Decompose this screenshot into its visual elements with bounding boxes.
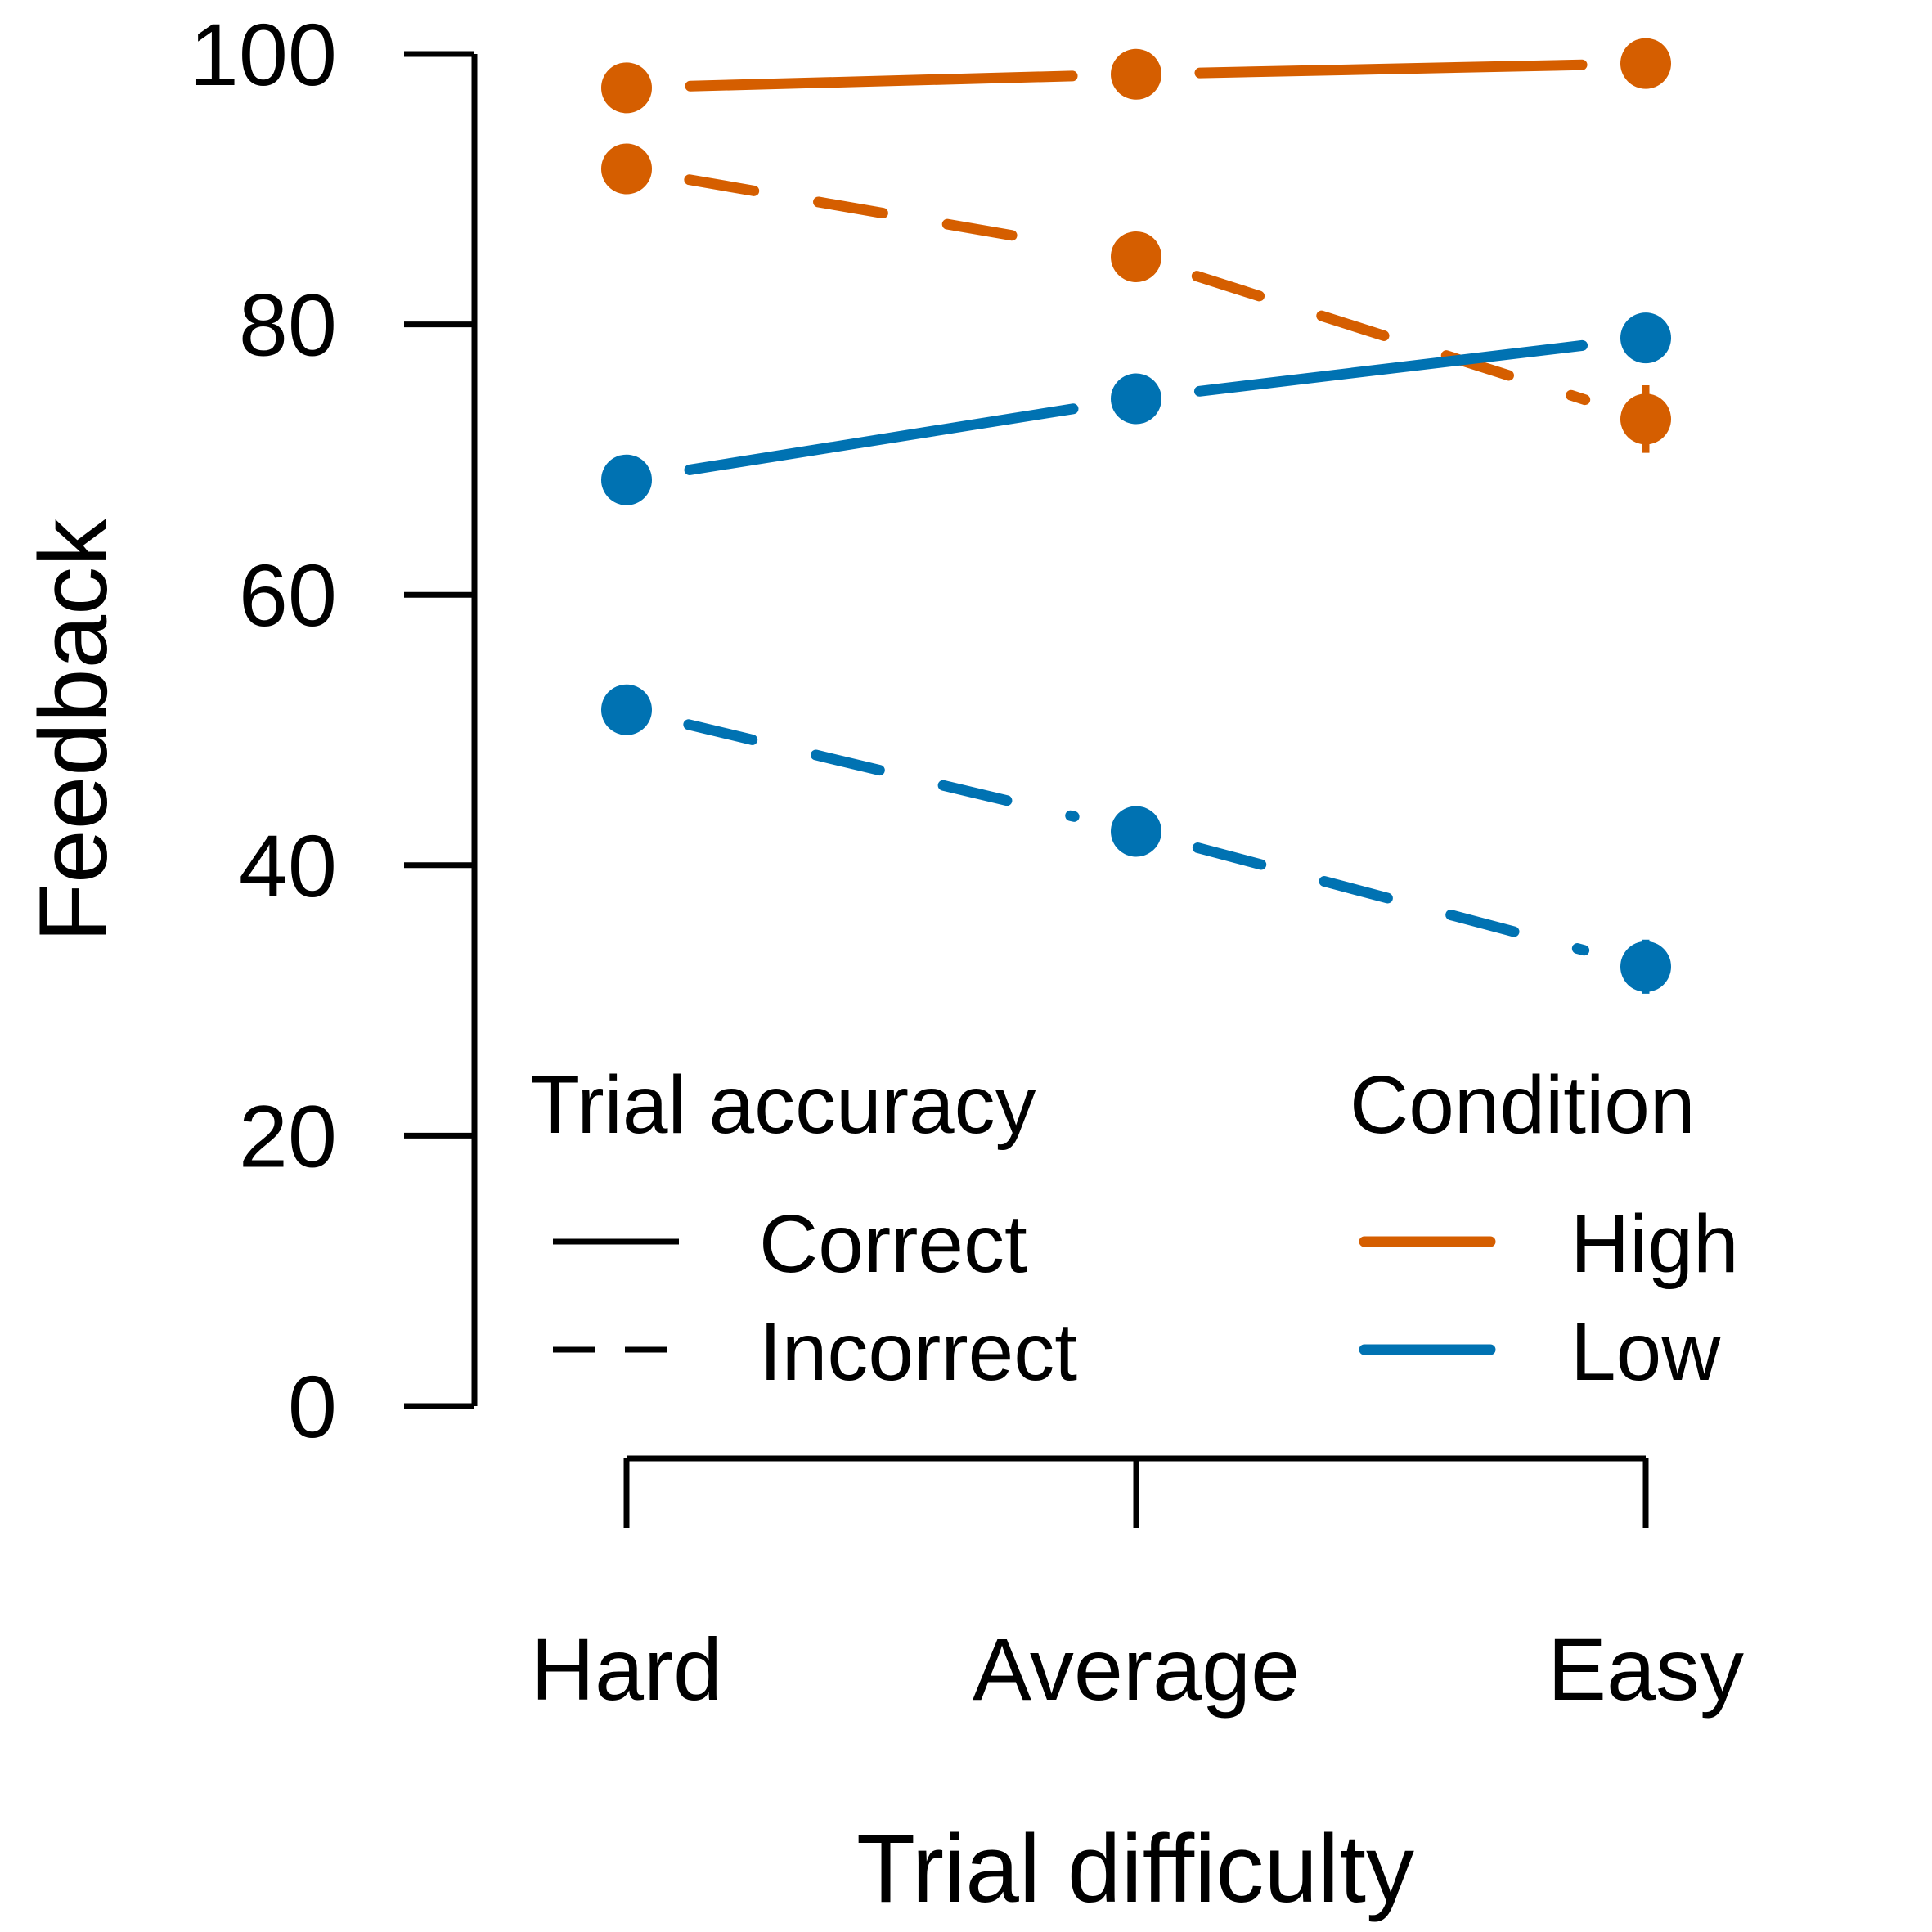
- series-line-segment: [1192, 842, 1590, 956]
- series-line-segment: [683, 719, 1080, 822]
- series-low-correct: [601, 312, 1671, 505]
- y-ticks: 0 20 40 60 80 100: [190, 5, 474, 1456]
- y-axis: 0 20 40 60 80 100: [190, 5, 478, 1456]
- data-point: [601, 62, 652, 114]
- legend-label-incorrect: Incorrect: [759, 1306, 1077, 1398]
- y-tick-label: 0: [288, 1357, 337, 1456]
- series-line-segment: [1191, 271, 1591, 406]
- data-point: [1111, 806, 1161, 857]
- y-tick-label: 20: [239, 1086, 337, 1185]
- y-tick-label: 80: [239, 276, 337, 375]
- data-point: [601, 143, 652, 195]
- data-point: [601, 684, 652, 735]
- x-ticks: Hard Average Easy: [531, 1458, 1744, 1719]
- series-high-correct: [601, 38, 1671, 114]
- series-line-segment: [684, 174, 1079, 252]
- legend-label-high: High: [1570, 1198, 1739, 1290]
- data-point: [1620, 38, 1671, 89]
- legend-title-condition: Condition: [1350, 1059, 1696, 1151]
- x-tick-label: Average: [973, 1620, 1300, 1719]
- legend: Trial accuracy Correct Incorrect Conditi…: [530, 1059, 1739, 1398]
- series-high-incorrect: [601, 143, 1671, 453]
- y-tick-label: 40: [239, 816, 337, 915]
- data-point: [1620, 393, 1671, 445]
- series-low-incorrect: [601, 684, 1671, 994]
- legend-label-correct: Correct: [759, 1198, 1027, 1290]
- series-layer: [601, 38, 1671, 994]
- data-point: [1620, 941, 1671, 992]
- data-point: [1111, 373, 1161, 425]
- x-tick-label: Hard: [531, 1620, 722, 1719]
- series-line-segment: [1193, 339, 1588, 397]
- y-tick-label: 60: [239, 546, 337, 645]
- series-line-segment: [1194, 59, 1588, 79]
- data-point: [1111, 48, 1161, 100]
- data-point: [601, 454, 652, 505]
- legend-title-accuracy: Trial accuracy: [530, 1059, 1036, 1151]
- legend-label-low: Low: [1570, 1306, 1721, 1398]
- y-tick-label: 100: [190, 5, 337, 104]
- x-axis: Hard Average Easy: [531, 1455, 1744, 1719]
- series-line-segment: [684, 403, 1079, 475]
- data-point: [1620, 312, 1671, 364]
- x-axis-title: Trial difficulty: [856, 1815, 1414, 1923]
- data-point: [1111, 231, 1161, 282]
- series-line-segment: [685, 70, 1078, 92]
- y-axis-title: Feedback: [20, 518, 128, 942]
- x-tick-label: Easy: [1548, 1620, 1744, 1719]
